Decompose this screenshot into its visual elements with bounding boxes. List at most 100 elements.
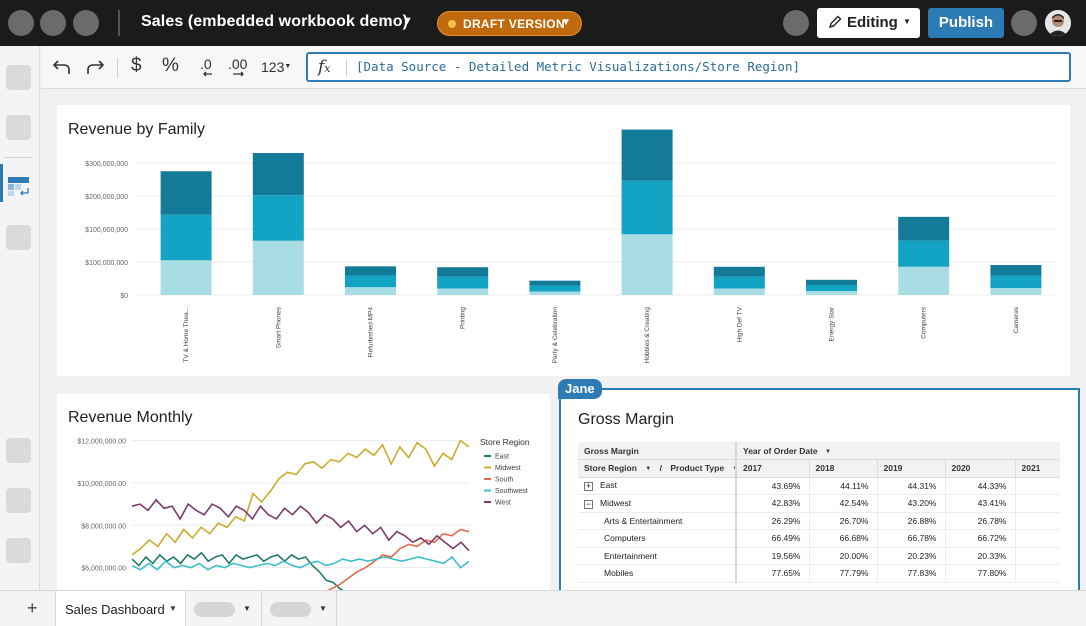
bar-segment bbox=[990, 265, 1042, 276]
collapse-icon[interactable]: − bbox=[584, 498, 593, 509]
table-row[interactable]: Entertainment 19.56% 20.00% 20.23% 20.33… bbox=[578, 547, 1061, 565]
tab-placeholder[interactable] bbox=[270, 602, 311, 617]
editing-mode-button[interactable]: Editing ▼ bbox=[817, 8, 920, 38]
table-row[interactable]: + East 43.69% 44.11% 44.31% 44.33% bbox=[578, 477, 1061, 495]
year-header[interactable]: 2020 bbox=[944, 459, 1015, 478]
divider bbox=[261, 591, 262, 626]
revenue-by-family-card[interactable]: Revenue by Family $0 $100,000,000 $100,000… bbox=[57, 105, 1070, 376]
currency-format-button[interactable]: $ bbox=[131, 55, 142, 76]
revenue-monthly-chart: $6,000,000.00 $8,000,000.00 $10,000,000.00… bbox=[77, 437, 530, 594]
increase-decimals-icon[interactable]: .00 bbox=[227, 57, 253, 79]
table-cell: 26.88% bbox=[876, 512, 945, 530]
bar-segment bbox=[621, 129, 673, 181]
rail-button[interactable] bbox=[6, 438, 31, 463]
table-row[interactable]: Arts & Entertainment 26.29% 26.70% 26.88… bbox=[578, 512, 1061, 530]
rail-button[interactable] bbox=[6, 225, 31, 250]
year-header[interactable]: 2019 bbox=[876, 459, 945, 478]
row-header[interactable]: Store Region ▼ / Product Type ▼ bbox=[578, 459, 737, 478]
revenue-by-family-chart: $0 $100,000,000 $100,000,000 $200,000,000 $3… bbox=[85, 129, 1057, 364]
rail-button[interactable] bbox=[6, 65, 31, 90]
chevron-down-icon[interactable]: ▼ bbox=[319, 604, 327, 613]
column-group-header[interactable]: Year of Order Date ▼ bbox=[736, 442, 1061, 460]
undo-icon[interactable] bbox=[52, 58, 72, 76]
revenue-monthly-card[interactable]: Revenue Monthly $6,000,000.00 $8,000,000.… bbox=[57, 394, 550, 594]
x-tick-label: Computers bbox=[921, 306, 928, 339]
bar-segment bbox=[160, 214, 212, 261]
x-tick-label: Cameras bbox=[1013, 306, 1020, 333]
decrease-decimals-icon[interactable]: .0 bbox=[198, 57, 218, 79]
year-header[interactable]: 2018 bbox=[808, 459, 877, 478]
gross-margin-pivot-table[interactable]: Gross Margin Year of Order Date ▼ Store … bbox=[578, 442, 1061, 583]
chevron-down-icon: ▼ bbox=[903, 17, 911, 26]
bar-segment bbox=[160, 171, 212, 215]
table-row[interactable]: − Midwest 42.83% 42.54% 43.20% 43.41% bbox=[578, 494, 1061, 513]
collaborator-selection-frame bbox=[559, 388, 1080, 598]
redo-icon[interactable] bbox=[85, 58, 105, 76]
bar-segment bbox=[713, 276, 765, 289]
y-tick-label: $12,000,000.00 bbox=[77, 439, 126, 446]
divider bbox=[346, 59, 347, 76]
number-format-button[interactable]: 123▼ bbox=[261, 59, 291, 75]
bar-segment bbox=[252, 195, 304, 241]
x-tick-label: Hobbies & Creating bbox=[644, 307, 651, 364]
table-cell: 44.11% bbox=[808, 477, 877, 495]
row-label: Entertainment bbox=[578, 547, 737, 565]
percent-format-button[interactable]: % bbox=[162, 55, 179, 76]
chevron-down-icon[interactable]: ▼ bbox=[243, 604, 251, 613]
chevron-down-icon[interactable]: ▼ bbox=[732, 466, 734, 472]
bar-segment bbox=[345, 287, 396, 295]
bar-segment bbox=[990, 275, 1042, 289]
window-control-close[interactable] bbox=[8, 10, 34, 36]
top-bar: Sales (embedded workbook demo) ▼ DRAFT V… bbox=[0, 0, 1086, 46]
formula-toolbar: $ % .0 .00 123▼ fx [Data Source - Detail… bbox=[41, 46, 1086, 89]
table-cell: 43.20% bbox=[876, 494, 945, 513]
placeholder-circle-button[interactable] bbox=[1011, 10, 1037, 36]
table-cell bbox=[1014, 529, 1061, 548]
row-label: Arts & Entertainment bbox=[578, 512, 737, 530]
bar-segment bbox=[990, 288, 1042, 295]
workbook-title[interactable]: Sales (embedded workbook demo) bbox=[141, 13, 409, 30]
row-label: Midwest bbox=[600, 497, 632, 508]
layout-element-panel-icon[interactable] bbox=[8, 177, 30, 197]
table-row[interactable]: Mobiles 77.65% 77.79% 77.83% 77.80% bbox=[578, 564, 1061, 583]
rail-button[interactable] bbox=[6, 488, 31, 513]
tab-sales-dashboard[interactable]: Sales Dashboard ▼ bbox=[55, 591, 186, 626]
editing-label: Editing bbox=[847, 14, 898, 31]
publish-button[interactable]: Publish bbox=[928, 8, 1004, 38]
window-control-minimize[interactable] bbox=[40, 10, 66, 36]
legend-label: East bbox=[495, 454, 509, 461]
expand-icon[interactable]: + bbox=[584, 481, 593, 492]
rail-button[interactable] bbox=[6, 538, 31, 563]
rail-button[interactable] bbox=[6, 115, 31, 140]
window-control-zoom[interactable] bbox=[73, 10, 99, 36]
draft-version-badge[interactable]: DRAFT VERSION ▼ bbox=[437, 11, 582, 36]
row-label: Computers bbox=[578, 529, 737, 548]
legend-label: Midwest bbox=[495, 465, 521, 472]
plus-icon[interactable]: + bbox=[27, 598, 38, 618]
status-dot-icon bbox=[448, 20, 456, 28]
table-cell bbox=[1014, 494, 1061, 513]
formula-bar[interactable]: fx [Data Source - Detailed Metric Visual… bbox=[306, 52, 1071, 82]
table-cell: 19.56% bbox=[735, 547, 809, 565]
y-tick-label: $6,000,000.00 bbox=[81, 566, 126, 573]
formula-input[interactable]: [Data Source - Detailed Metric Visualiza… bbox=[356, 59, 801, 74]
table-cell: 26.78% bbox=[944, 512, 1015, 530]
bar-segment bbox=[252, 240, 304, 295]
x-tick-label: Printing bbox=[460, 307, 467, 329]
pencil-icon bbox=[828, 15, 842, 29]
year-header[interactable]: 2017 bbox=[736, 459, 809, 478]
placeholder-circle-button[interactable] bbox=[783, 10, 809, 36]
bar-segment bbox=[160, 260, 212, 295]
bar-segment bbox=[806, 279, 857, 286]
table-row[interactable]: Computers 66.49% 66.68% 66.78% 66.72% bbox=[578, 529, 1061, 548]
y-tick-label: $10,000,000.00 bbox=[77, 481, 126, 488]
chevron-down-icon[interactable]: ▼ bbox=[169, 604, 177, 613]
chevron-down-icon[interactable]: ▼ bbox=[645, 466, 652, 473]
user-avatar[interactable] bbox=[1045, 10, 1071, 36]
chevron-down-icon[interactable]: ▼ bbox=[402, 15, 413, 27]
year-header[interactable]: 2021 bbox=[1014, 459, 1061, 478]
table-cell: 44.31% bbox=[876, 477, 945, 495]
tab-placeholder[interactable] bbox=[194, 602, 235, 617]
chevron-down-icon[interactable]: ▼ bbox=[825, 448, 831, 455]
y-tick-label: $100,000,000 bbox=[85, 260, 128, 267]
